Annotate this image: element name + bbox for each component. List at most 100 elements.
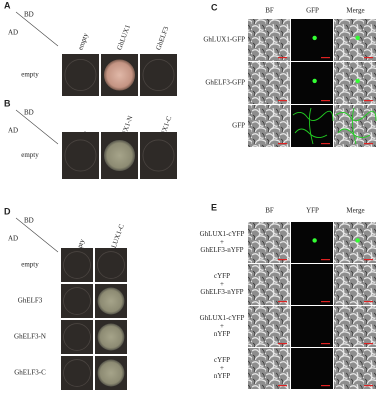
scale-bar	[321, 385, 330, 387]
brightfield-image	[334, 62, 376, 104]
scale-bar	[364, 57, 373, 59]
brightfield-image	[248, 19, 290, 61]
scale-bar	[278, 259, 287, 261]
brightfield-image	[248, 105, 290, 147]
nucleus-signal	[355, 35, 360, 41]
plate-cell	[62, 132, 99, 179]
plate-cell	[61, 320, 93, 354]
row-label: GhLUX1-GFP	[203, 36, 245, 44]
column-header: GhLUX1	[115, 23, 132, 51]
row-label: cYFP	[214, 356, 230, 364]
row-label: GhELF3-C	[14, 369, 46, 377]
row-label: GhELF3-nYFP	[200, 246, 243, 254]
brightfield-image	[334, 348, 376, 389]
colony-spot	[63, 359, 91, 387]
scale-bar	[278, 301, 287, 303]
fluorescence-image	[291, 19, 333, 61]
panel-label: A	[4, 0, 11, 10]
row-label: GhELF3-nYFP	[200, 288, 243, 296]
colony-spot	[142, 139, 175, 172]
column-header: GhELF3	[154, 25, 170, 51]
row-label: +	[220, 322, 224, 330]
corner-diagonal	[15, 11, 59, 47]
cell-signal	[292, 107, 334, 145]
scale-bar	[364, 143, 373, 145]
scale-bar	[278, 343, 287, 345]
plate-cell	[140, 132, 177, 179]
column-header: Merge	[346, 207, 364, 215]
scale-bar	[278, 100, 287, 102]
scale-bar	[278, 57, 287, 59]
corner-diagonal	[15, 109, 59, 145]
fluorescence-image	[291, 264, 333, 305]
brightfield-image	[334, 222, 376, 263]
scale-bar	[364, 385, 373, 387]
scale-bar	[321, 259, 330, 261]
colony-spot	[64, 139, 97, 172]
row-label: +	[220, 238, 224, 246]
plate-cell	[95, 248, 127, 282]
column-header: Merge	[346, 7, 364, 15]
cell-signal	[335, 107, 377, 145]
bd-label: BD	[24, 11, 34, 19]
panel-label: B	[4, 98, 11, 108]
row-label: nYFP	[214, 372, 230, 380]
plate-cell	[61, 284, 93, 318]
nucleus-signal	[312, 78, 317, 84]
brightfield-image	[248, 62, 290, 104]
row-label: GhLUX1-cYFP	[200, 314, 245, 322]
colony	[103, 139, 136, 172]
bd-label: BD	[24, 109, 34, 117]
bd-label: BD	[24, 217, 34, 225]
nucleus-signal	[312, 238, 317, 243]
colony-spot	[64, 59, 97, 91]
row-label: GhLUX1-cYFP	[200, 230, 245, 238]
scale-bar	[321, 100, 330, 102]
row-label: empty	[21, 71, 39, 79]
fluorescence-image	[291, 348, 333, 389]
corner-diagonal	[15, 217, 59, 253]
brightfield-image	[334, 19, 376, 61]
panel-label: D	[4, 206, 11, 216]
panel-label: E	[211, 202, 217, 212]
row-label: nYFP	[214, 330, 230, 338]
column-header: BF	[265, 207, 274, 215]
brightfield-image	[248, 264, 290, 305]
ad-label: AD	[8, 29, 18, 37]
column-header: GFP	[306, 7, 319, 15]
plate-cell	[62, 54, 99, 96]
row-label: +	[220, 280, 224, 288]
ad-label: AD	[8, 127, 18, 135]
colony-spot	[142, 59, 175, 91]
fluorescence-image	[291, 62, 333, 104]
ad-label: AD	[8, 235, 18, 243]
scale-bar	[364, 100, 373, 102]
brightfield-image	[334, 306, 376, 347]
brightfield-image	[248, 348, 290, 389]
row-label: GhELF3-N	[14, 333, 46, 341]
nucleus-signal	[355, 78, 360, 84]
scale-bar	[278, 143, 287, 145]
brightfield-image	[248, 222, 290, 263]
fluorescence-image	[291, 306, 333, 347]
plate-cell	[140, 54, 177, 96]
nucleus-signal	[312, 35, 317, 41]
panel-label: C	[211, 2, 218, 12]
column-header: YFP	[306, 207, 319, 215]
row-label: empty	[21, 151, 39, 159]
brightfield-image	[334, 264, 376, 305]
scale-bar	[321, 143, 330, 145]
plate-cell	[61, 248, 93, 282]
scale-bar	[278, 385, 287, 387]
row-label: +	[220, 364, 224, 372]
colony	[97, 287, 125, 315]
row-label: GhELF3	[18, 297, 43, 305]
column-header: empty	[76, 32, 90, 52]
scale-bar	[321, 343, 330, 345]
colony-spot	[97, 251, 125, 279]
column-header: BF	[265, 7, 274, 15]
scale-bar	[321, 57, 330, 59]
row-label: GFP	[232, 122, 245, 130]
colony-spot	[63, 251, 91, 279]
